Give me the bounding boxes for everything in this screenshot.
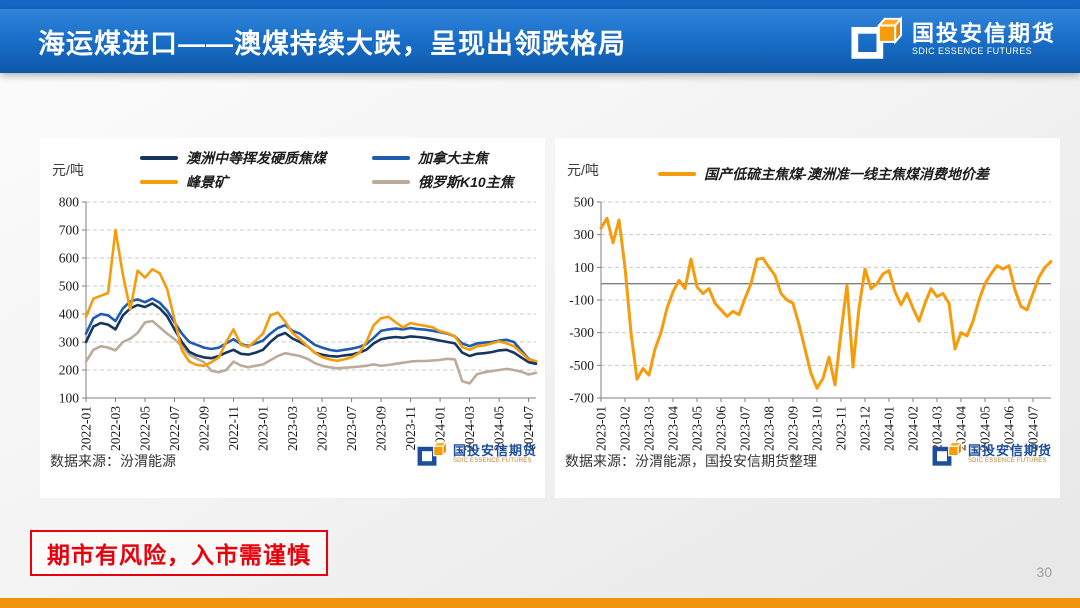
brand-name-en: SDIC ESSENCE FUTURES — [911, 46, 1033, 57]
svg-text:2024-03: 2024-03 — [462, 406, 477, 451]
svg-text:100: 100 — [59, 391, 80, 406]
svg-text:2023-09: 2023-09 — [786, 406, 801, 451]
header-top-strip — [0, 0, 1080, 9]
svg-text:2023-07: 2023-07 — [738, 406, 753, 451]
risk-disclaimer: 期市有风险，入市需谨慎 — [30, 530, 328, 576]
svg-text:400: 400 — [59, 307, 80, 322]
legend-label: 俄罗斯K10主焦 — [418, 174, 514, 190]
svg-text:2024-07: 2024-07 — [521, 406, 536, 451]
bottom-accent-bar — [0, 598, 1080, 608]
svg-text:200: 200 — [59, 363, 80, 378]
brand-text: 国投安信期货 SDIC ESSENCE FUTURES — [452, 442, 537, 465]
svg-text:2024-04: 2024-04 — [954, 406, 969, 451]
svg-text:2023-07: 2023-07 — [344, 406, 359, 451]
right-chart-legend: 国产低硫主焦煤-澳洲准一线主焦煤消费地价差 — [595, 164, 1052, 184]
svg-text:2023-03: 2023-03 — [285, 406, 300, 451]
svg-text:300: 300 — [59, 335, 80, 350]
left-chart-source-note: 数据来源：汾渭能源 — [50, 453, 176, 469]
svg-text:-300: -300 — [569, 325, 594, 340]
left-chart-panel: 元/吨 澳洲中等挥发硬质焦煤 加拿大主焦 峰景矿 俄罗斯K10主焦 100 200… — [40, 138, 545, 498]
svg-text:2022-11: 2022-11 — [226, 406, 241, 451]
svg-text:2022-03: 2022-03 — [108, 406, 123, 451]
legend-item: 俄罗斯K10主焦 — [372, 172, 514, 192]
svg-text:700: 700 — [59, 223, 80, 238]
sdic-cube-icon — [417, 441, 447, 466]
legend-swatch-blue — [372, 156, 410, 160]
svg-text:2023-01: 2023-01 — [256, 406, 271, 451]
left-chart-unit-label: 元/吨 — [52, 162, 84, 178]
brand-logo-header: 国投安信期货 SDIC ESSENCE FUTURES — [850, 16, 1056, 62]
svg-text:500: 500 — [574, 195, 595, 210]
brand-logo-mini: 国投安信期货 SDIC ESSENCE FUTURES — [932, 441, 1052, 467]
svg-text:500: 500 — [59, 279, 80, 294]
svg-text:2023-04: 2023-04 — [666, 406, 681, 451]
legend-item: 加拿大主焦 — [372, 148, 514, 168]
svg-text:2024-06: 2024-06 — [1002, 406, 1017, 451]
brand-name-en: SDIC ESSENCE FUTURES — [452, 458, 532, 465]
page-title: 海运煤进口——澳煤持续大跌，呈现出领跌格局 — [38, 28, 626, 59]
svg-text:2023-05: 2023-05 — [315, 406, 330, 451]
svg-text:2023-03: 2023-03 — [642, 406, 657, 451]
svg-text:300: 300 — [574, 227, 595, 242]
svg-text:2024-05: 2024-05 — [492, 406, 507, 451]
legend-swatch-orange — [140, 180, 178, 184]
svg-text:-100: -100 — [569, 293, 594, 308]
svg-text:2023-06: 2023-06 — [714, 406, 729, 451]
svg-text:2022-09: 2022-09 — [197, 406, 212, 451]
brand-text: 国投安信期货 SDIC ESSENCE FUTURES — [967, 442, 1052, 465]
svg-text:-500: -500 — [569, 358, 594, 373]
legend-item: 国产低硫主焦煤-澳洲准一线主焦煤消费地价差 — [658, 164, 989, 184]
svg-text:-700: -700 — [569, 391, 594, 406]
legend-label: 澳洲中等挥发硬质焦煤 — [186, 150, 326, 166]
left-chart-legend: 澳洲中等挥发硬质焦煤 加拿大主焦 峰景矿 俄罗斯K10主焦 — [140, 148, 514, 192]
right-chart-panel: 元/吨 国产低硫主焦煤-澳洲准一线主焦煤消费地价差 -700 -500 -300 -1… — [555, 138, 1060, 498]
left-chart-plot: 100 200 300 400 500 600 700 800 2022-01 2022-03 20… — [59, 195, 538, 451]
legend-swatch-orange — [658, 172, 697, 176]
svg-text:2023-08: 2023-08 — [762, 406, 777, 451]
svg-text:2022-07: 2022-07 — [167, 406, 182, 451]
right-chart-plot: -700 -500 -300 -100 100 300 500 2023-01 2023-02 2… — [569, 195, 1053, 451]
svg-text:2024-01: 2024-01 — [882, 406, 897, 451]
svg-text:2023-09: 2023-09 — [374, 406, 389, 451]
legend-item: 澳洲中等挥发硬质焦煤 — [140, 148, 372, 168]
page-number: 30 — [1036, 564, 1052, 580]
svg-text:2023-11: 2023-11 — [834, 406, 849, 451]
legend-item: 峰景矿 — [140, 172, 372, 192]
legend-label: 加拿大主焦 — [418, 150, 488, 166]
legend-label: 峰景矿 — [186, 174, 228, 190]
legend-swatch-navy — [140, 156, 178, 160]
sdic-cube-icon — [932, 441, 962, 466]
svg-text:2023-11: 2023-11 — [403, 406, 418, 451]
svg-text:2024-01: 2024-01 — [433, 406, 448, 451]
brand-name-cn: 国投安信期货 — [911, 20, 1056, 46]
legend-swatch-tan — [372, 180, 410, 184]
svg-text:100: 100 — [574, 260, 595, 275]
svg-text:2023-12: 2023-12 — [858, 406, 873, 451]
svg-text:2024-05: 2024-05 — [978, 406, 993, 451]
svg-text:2022-01: 2022-01 — [79, 406, 94, 451]
right-chart-unit-label: 元/吨 — [567, 162, 599, 178]
right-chart-source-note: 数据来源：汾渭能源，国投安信期货整理 — [565, 453, 817, 469]
brand-name-cn: 国投安信期货 — [967, 442, 1052, 458]
svg-text:800: 800 — [59, 195, 80, 210]
svg-text:2023-01: 2023-01 — [594, 406, 609, 451]
svg-text:2024-02: 2024-02 — [906, 406, 921, 451]
svg-text:2024-03: 2024-03 — [930, 406, 945, 451]
brand-name-cn: 国投安信期货 — [452, 442, 537, 458]
brand-text: 国投安信期货 SDIC ESSENCE FUTURES — [911, 20, 1056, 57]
sdic-cube-icon — [851, 16, 902, 59]
brand-name-en: SDIC ESSENCE FUTURES — [967, 458, 1047, 465]
svg-text:600: 600 — [59, 251, 80, 266]
svg-text:2023-05: 2023-05 — [690, 406, 705, 451]
svg-text:2023-02: 2023-02 — [618, 406, 633, 451]
legend-label: 国产低硫主焦煤-澳洲准一线主焦煤消费地价差 — [704, 166, 989, 182]
svg-text:2023-10: 2023-10 — [810, 406, 825, 451]
brand-logo-mini: 国投安信期货 SDIC ESSENCE FUTURES — [417, 441, 537, 467]
svg-text:2022-05: 2022-05 — [138, 406, 153, 451]
svg-text:2024-07: 2024-07 — [1026, 406, 1041, 451]
